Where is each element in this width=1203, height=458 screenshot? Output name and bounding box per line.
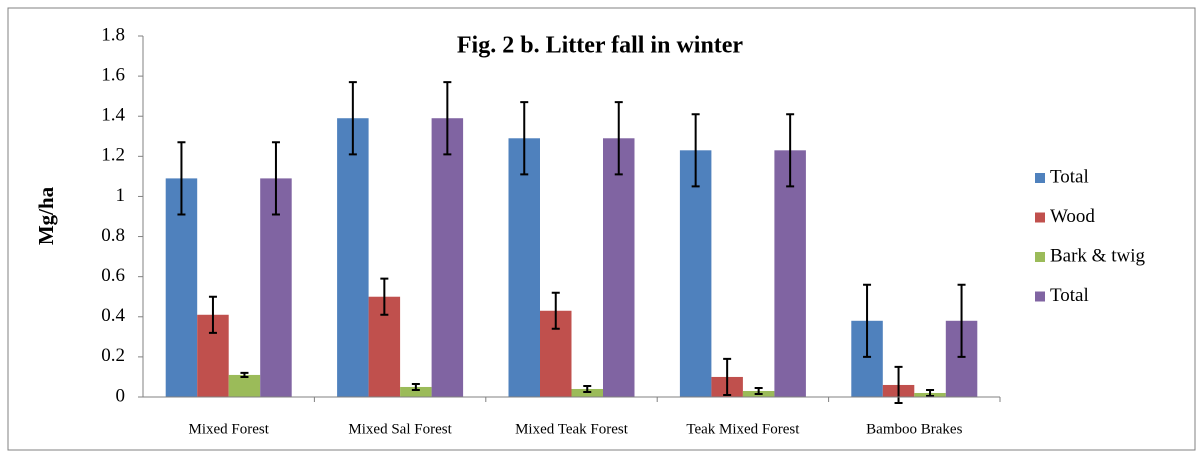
error-bar xyxy=(411,382,420,391)
y-tick-label: 1.4 xyxy=(101,105,125,126)
legend-swatch xyxy=(1035,291,1045,302)
bar xyxy=(431,118,464,397)
error-bar xyxy=(208,295,217,334)
error-bar xyxy=(863,283,872,358)
x-tick-label: Mixed Sal Forest xyxy=(348,421,452,437)
x-tick-label: Mixed Forest xyxy=(188,421,269,437)
bar xyxy=(508,138,540,398)
error-bar xyxy=(614,101,623,176)
bar xyxy=(774,150,806,397)
y-tick-label: 1.8 xyxy=(101,24,125,45)
y-tick-label: 0.8 xyxy=(101,225,125,246)
error-bar xyxy=(754,386,763,395)
x-tick-label: Teak Mixed Forest xyxy=(686,421,800,437)
x-tick-label: Mixed Teak Forest xyxy=(515,421,629,437)
y-tick-label: 1.2 xyxy=(101,145,125,166)
error-bar xyxy=(723,357,732,396)
error-bar xyxy=(926,388,935,397)
y-tick-label: 0.4 xyxy=(101,305,125,326)
y-tick-label: 1.6 xyxy=(101,64,125,85)
bar xyxy=(571,388,603,397)
error-bar xyxy=(583,384,592,393)
legend-label: Total xyxy=(1050,285,1089,306)
x-tick-label: Bamboo Brakes xyxy=(866,421,962,437)
legend-label: Bark & twig xyxy=(1050,245,1145,266)
y-tick-label: 0.2 xyxy=(101,345,125,366)
error-bar xyxy=(786,113,795,188)
legend-swatch xyxy=(1035,252,1045,262)
legend-label: Total xyxy=(1050,166,1089,187)
error-bar xyxy=(271,141,280,216)
legend-label: Wood xyxy=(1050,206,1095,227)
bar xyxy=(400,386,432,397)
y-tick-label: 0.6 xyxy=(101,265,125,286)
error-bar xyxy=(520,101,529,176)
error-bar xyxy=(691,113,700,188)
error-bar xyxy=(348,81,357,156)
y-axis-label: Mg/ha xyxy=(34,186,58,245)
bar xyxy=(228,374,261,397)
y-tick-label: 0 xyxy=(116,385,126,406)
y-tick-label: 1 xyxy=(116,185,126,206)
bar xyxy=(679,150,712,397)
error-bar xyxy=(957,283,966,358)
legend-swatch xyxy=(1035,212,1045,223)
error-bar xyxy=(240,371,249,378)
bar xyxy=(603,138,635,398)
bar xyxy=(337,118,369,397)
chart-title: Fig. 2 b. Litter fall in winter xyxy=(457,33,744,59)
error-bar xyxy=(380,277,389,316)
error-bar xyxy=(551,291,560,330)
error-bar xyxy=(177,141,186,216)
error-bar xyxy=(443,81,452,156)
legend-swatch xyxy=(1035,173,1045,183)
